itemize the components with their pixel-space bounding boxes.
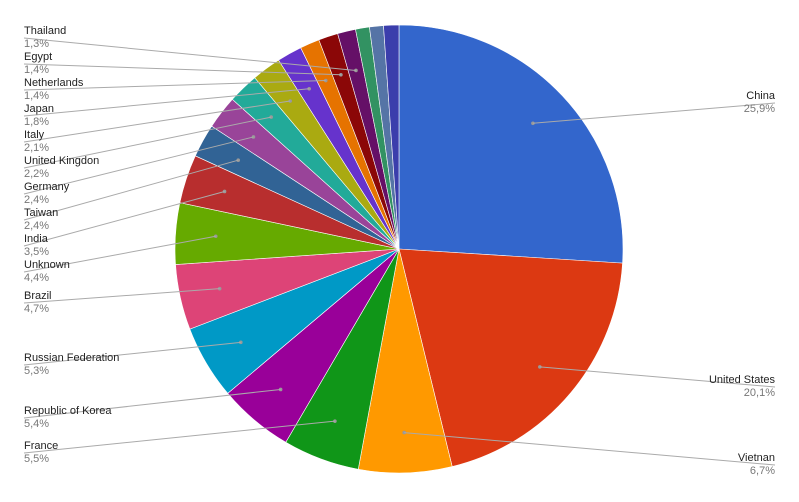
slice-label-germany: Germany — [24, 181, 70, 193]
label-anchor-netherlands — [323, 78, 328, 83]
slice-label-netherlands: Netherlands — [24, 77, 84, 89]
slice-value-unknown: 4,4% — [24, 272, 49, 284]
slice-value-brazil: 4,7% — [24, 303, 49, 315]
slice-label-russian-federation: Russian Federation — [24, 352, 119, 364]
leader-line-egypt — [23, 63, 341, 76]
slice-label-egypt: Egypt — [24, 51, 52, 63]
slice-label-vietnan: Vietnan — [738, 452, 775, 464]
slice-label-brazil: Brazil — [24, 290, 52, 302]
leader-line-united-kingdon — [23, 116, 272, 169]
label-anchor-egypt — [339, 72, 343, 77]
leader-line-netherlands — [23, 80, 326, 91]
leader-line-thailand — [23, 37, 356, 71]
slice-label-taiwan: Taiwan — [24, 207, 58, 219]
slice-value-thailand: 1,3% — [24, 38, 49, 50]
slice-label-japan: Japan — [24, 103, 54, 115]
leader-line-china — [532, 102, 776, 124]
slice-value-republic-of-korea: 5,4% — [24, 418, 49, 430]
leader-line-germany — [23, 136, 254, 195]
slice-label-republic-of-korea: Republic of Korea — [24, 405, 112, 417]
slice-value-japan: 1,8% — [24, 116, 49, 128]
slice-value-egypt: 1,4% — [24, 64, 49, 76]
leader-line-brazil — [23, 288, 220, 304]
slice-value-vietnan: 6,7% — [750, 465, 775, 477]
slice-label-china: China — [746, 90, 776, 102]
slice-value-france: 5,5% — [24, 453, 49, 465]
slice-label-united-states: United States — [709, 374, 776, 386]
slice-value-germany: 2,4% — [24, 194, 49, 206]
slice-label-unknown: Unknown — [24, 259, 70, 271]
slice-value-taiwan: 2,4% — [24, 220, 49, 232]
pie-slices — [174, 24, 624, 474]
slice-value-china: 25,9% — [744, 103, 775, 115]
slice-value-united-kingdon: 2,2% — [24, 168, 49, 180]
leader-line-japan — [23, 88, 310, 117]
leader-line-india — [23, 190, 225, 247]
pie-slice-china — [398, 24, 624, 264]
slice-label-thailand: Thailand — [24, 25, 66, 37]
slice-value-italy: 2,1% — [24, 142, 49, 154]
label-anchor-japan — [307, 86, 311, 91]
leader-line-united-states — [539, 366, 776, 388]
slice-value-russian-federation: 5,3% — [24, 365, 49, 377]
slice-value-united-states: 20,1% — [744, 387, 775, 399]
leader-line-france — [23, 420, 335, 454]
label-anchor-france — [333, 419, 337, 423]
leader-line-unknown — [23, 235, 216, 273]
slice-label-india: India — [24, 233, 49, 245]
leader-line-italy — [23, 100, 291, 143]
slice-label-italy: Italy — [24, 129, 45, 141]
slice-label-united-kingdon: United Kingdon — [24, 155, 99, 167]
leader-line-vietnan — [404, 432, 776, 466]
slice-value-india: 3,5% — [24, 246, 49, 258]
pie-slice-slice-19 — [383, 24, 400, 250]
label-anchor-italy — [288, 99, 292, 103]
slice-value-netherlands: 1,4% — [24, 90, 49, 102]
slice-label-france: France — [24, 440, 58, 452]
pie-slice-united-states — [398, 248, 623, 467]
leader-line-republic-of-korea — [23, 388, 281, 419]
leader-line-taiwan — [23, 159, 239, 221]
leader-line-russian-federation — [23, 341, 241, 366]
